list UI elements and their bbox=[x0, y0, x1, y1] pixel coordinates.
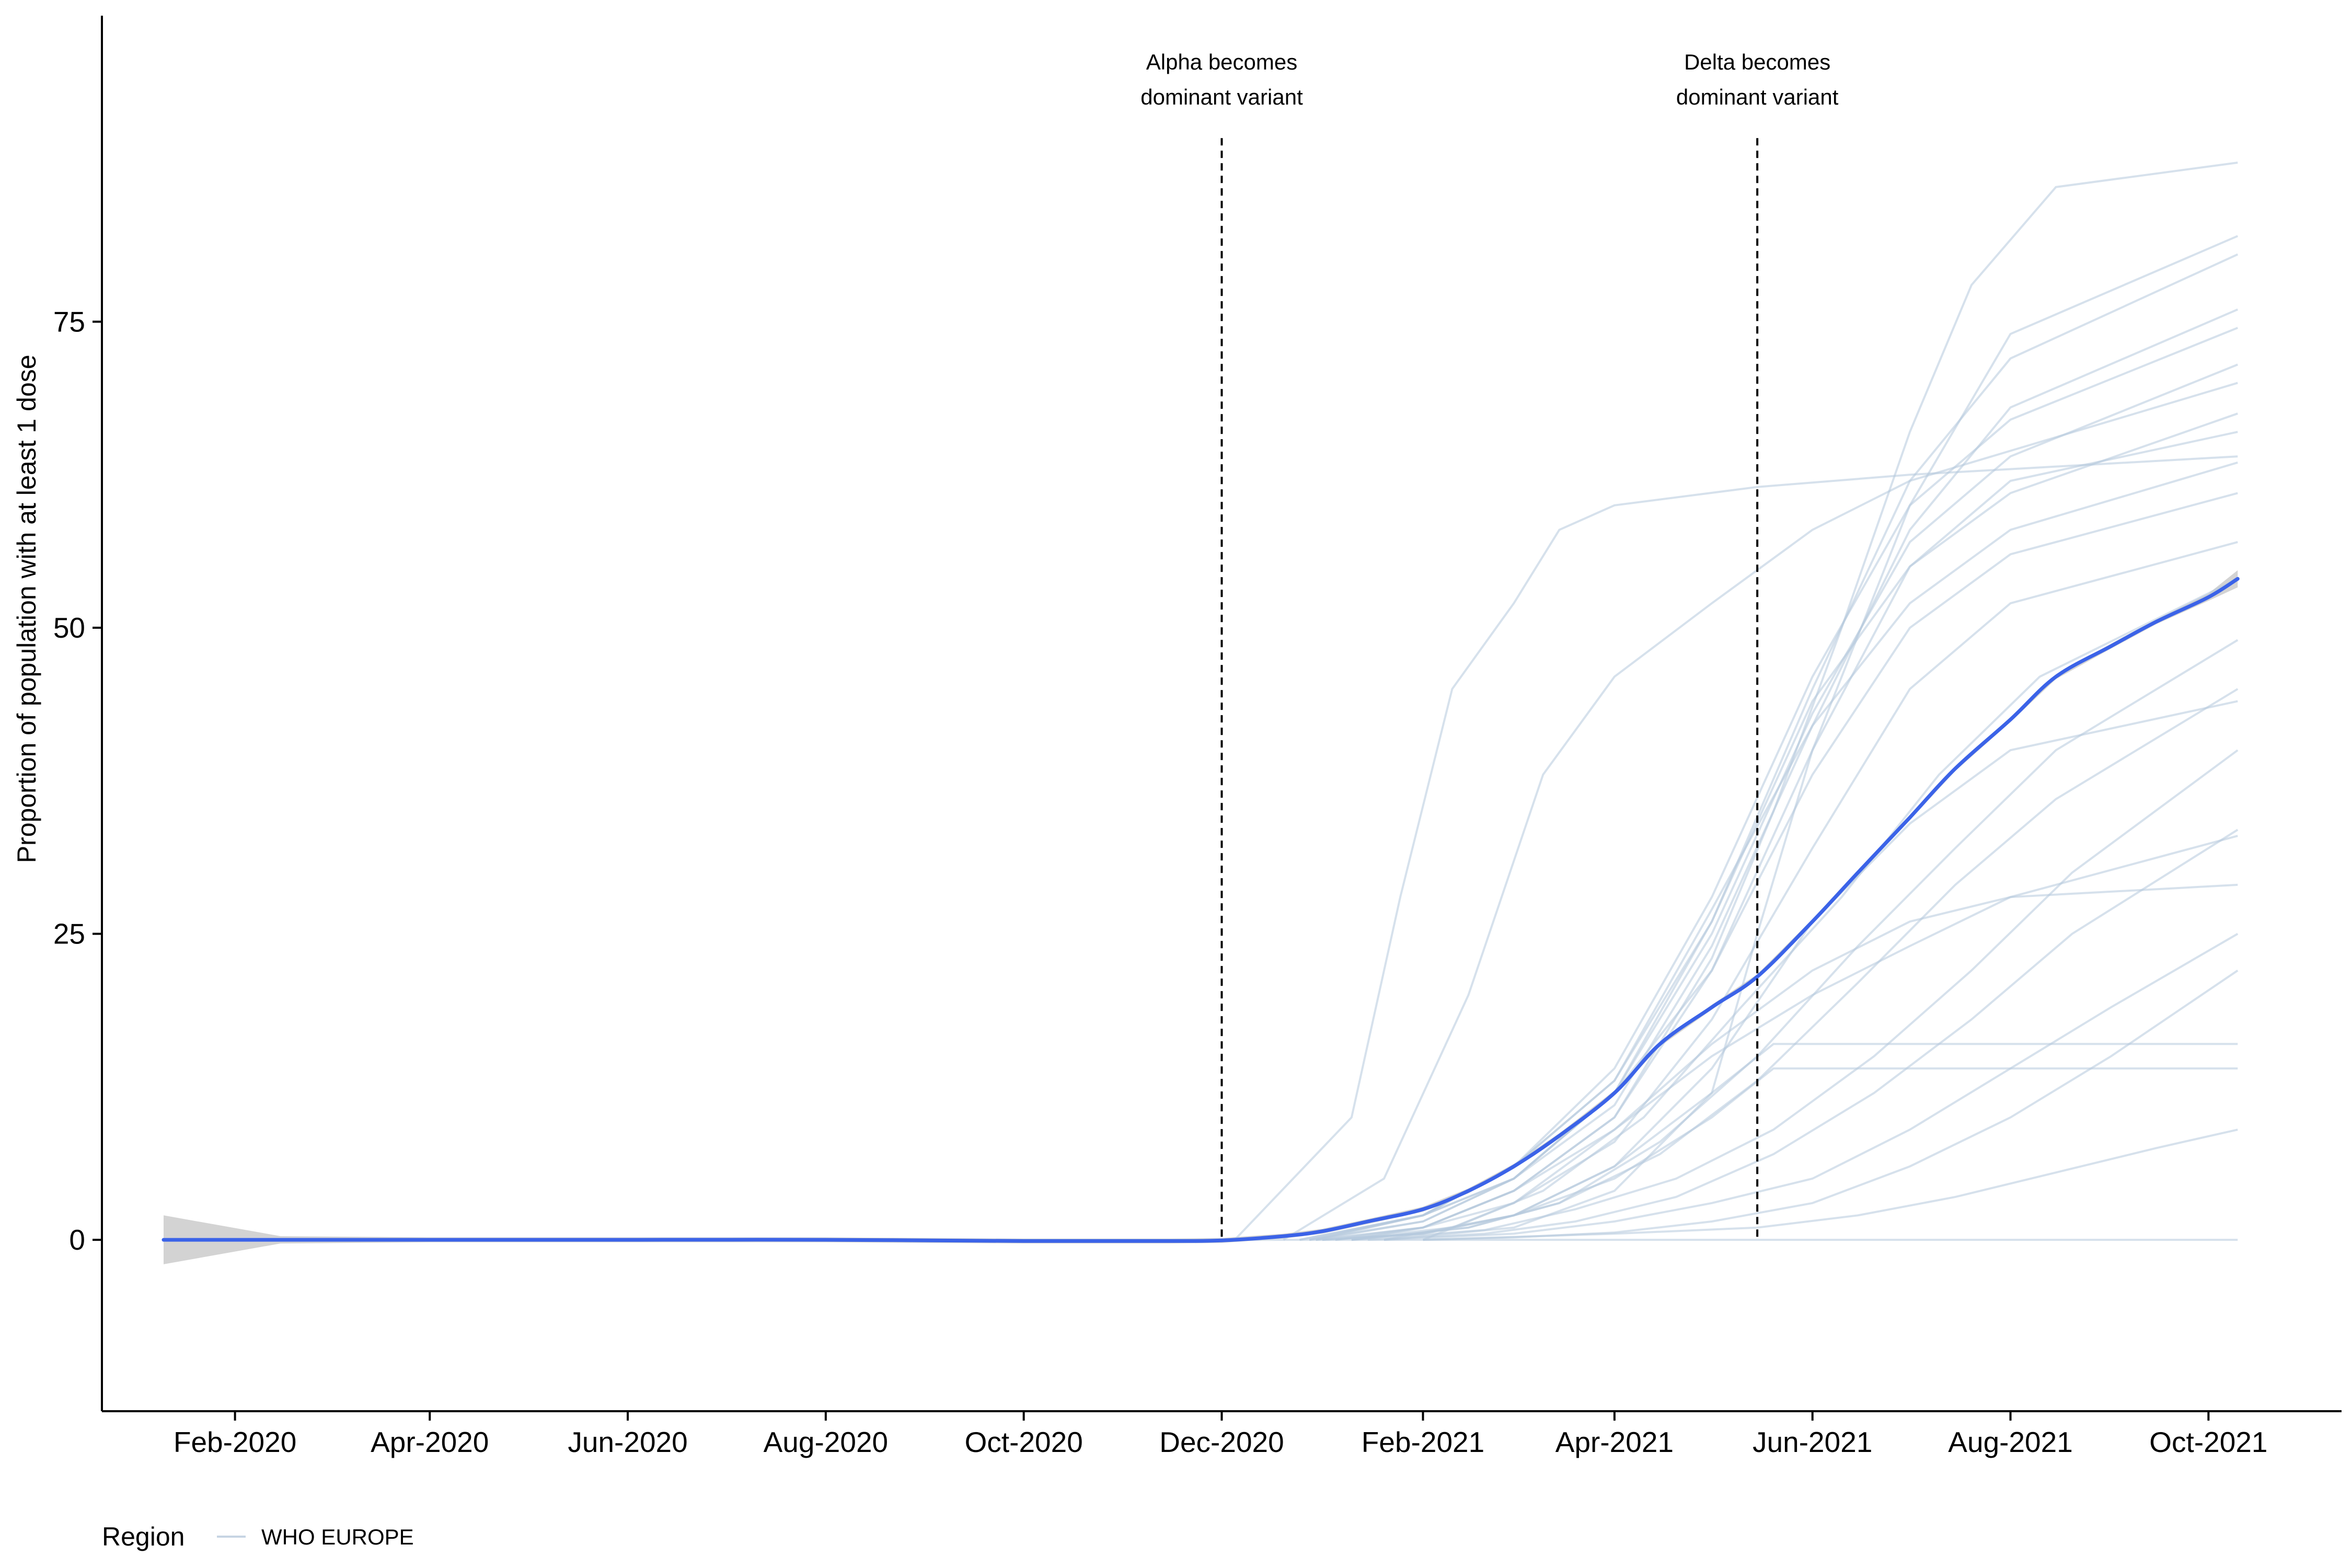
y-ticks: 0 25 50 75 bbox=[53, 306, 102, 1256]
country-lines-layer bbox=[163, 162, 2239, 1241]
y-tick-label: 25 bbox=[53, 918, 85, 950]
country-line bbox=[1316, 412, 2238, 1241]
alpha-annotation-line-2: dominant variant bbox=[1140, 85, 1303, 109]
y-tick-label: 0 bbox=[69, 1224, 85, 1256]
legend-title: Region bbox=[102, 1522, 185, 1551]
x-tick-label: Jun-2020 bbox=[568, 1426, 687, 1458]
x-ticks: Feb-2020 Apr-2020 Jun-2020 Aug-2020 Oct-2020… bbox=[174, 1411, 2268, 1458]
country-line bbox=[1335, 578, 2239, 1241]
y-tick-label: 75 bbox=[53, 306, 85, 338]
x-tick-label: Oct-2021 bbox=[2149, 1426, 2267, 1458]
country-line bbox=[1351, 749, 2239, 1241]
country-line bbox=[1299, 253, 2239, 1241]
country-line bbox=[1322, 162, 2238, 1241]
country-line bbox=[1383, 932, 2239, 1241]
y-tick-label: 50 bbox=[53, 612, 85, 644]
country-line bbox=[1351, 835, 2238, 1241]
x-tick-label: Aug-2021 bbox=[1948, 1426, 2073, 1458]
country-line bbox=[1283, 382, 2238, 1241]
legend: Region WHO EUROPE bbox=[102, 1522, 414, 1551]
country-line bbox=[1335, 541, 2238, 1241]
x-tick-label: Dec-2020 bbox=[1159, 1426, 1284, 1458]
x-tick-label: Oct-2020 bbox=[965, 1426, 1083, 1458]
x-tick-label: Apr-2020 bbox=[371, 1426, 489, 1458]
country-line bbox=[1351, 688, 2239, 1241]
legend-label-who-europe: WHO EUROPE bbox=[261, 1525, 414, 1549]
x-tick-label: Feb-2021 bbox=[1362, 1426, 1484, 1458]
smooth-trend-layer bbox=[162, 577, 2240, 1243]
country-line bbox=[1322, 1067, 2238, 1241]
country-line bbox=[1423, 1128, 2238, 1241]
axes: Feb-2020 Apr-2020 Jun-2020 Aug-2020 Oct-2020… bbox=[53, 16, 2342, 1458]
smooth-trend-line bbox=[162, 577, 2240, 1243]
country-line bbox=[1233, 455, 2238, 1241]
x-tick-label: Aug-2020 bbox=[764, 1426, 889, 1458]
country-line bbox=[1422, 883, 2238, 1241]
x-tick-label: Feb-2020 bbox=[174, 1426, 296, 1458]
variant-annotations: Alpha becomes dominant variant Delta bec… bbox=[1140, 50, 1839, 1240]
delta-annotation-line-2: dominant variant bbox=[1676, 85, 1839, 109]
country-line bbox=[1309, 308, 2239, 1241]
y-axis-title: Proportion of population with at least 1… bbox=[12, 355, 41, 863]
country-line bbox=[1322, 1043, 2238, 1241]
delta-annotation-line-1: Delta becomes bbox=[1684, 50, 1830, 74]
country-line bbox=[1383, 431, 2238, 1241]
x-tick-label: Apr-2021 bbox=[1555, 1426, 1674, 1458]
country-line bbox=[1383, 700, 2238, 1241]
alpha-annotation-line-1: Alpha becomes bbox=[1146, 50, 1298, 74]
country-line bbox=[1309, 363, 2239, 1241]
x-tick-label: Jun-2021 bbox=[1753, 1426, 1872, 1458]
country-line bbox=[1367, 828, 2239, 1241]
